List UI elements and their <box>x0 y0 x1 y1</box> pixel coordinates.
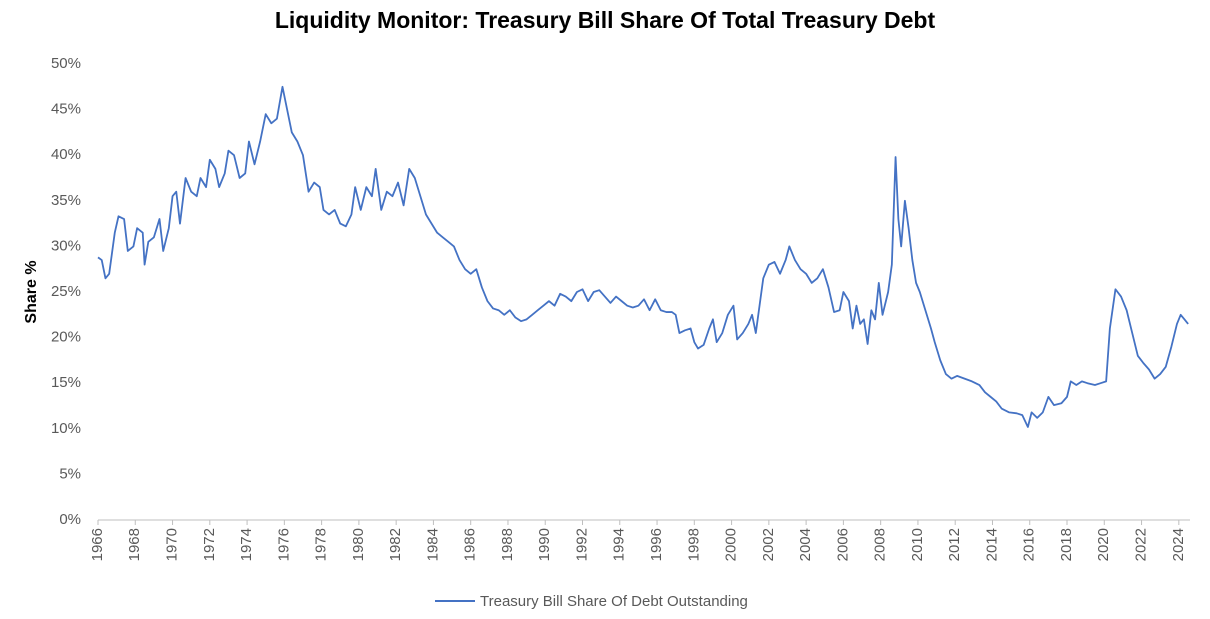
x-tick-label: 2000 <box>723 528 740 561</box>
x-tick-label: 2016 <box>1021 528 1038 561</box>
x-tick-label: 1968 <box>126 528 143 561</box>
y-tick-label: 45% <box>51 101 81 118</box>
x-tick-label: 2004 <box>797 528 814 561</box>
y-tick-label: 35% <box>51 192 81 209</box>
x-tick-label: 1990 <box>536 528 553 561</box>
x-tick-label: 2008 <box>872 528 889 561</box>
y-tick-label: 10% <box>51 420 81 437</box>
x-tick-label: 1992 <box>573 528 590 561</box>
x-tick-label: 2010 <box>909 528 926 561</box>
y-tick-label: 50% <box>51 55 81 72</box>
y-tick-label: 30% <box>51 237 81 254</box>
data-line <box>97 85 1189 428</box>
x-tick-label: 1984 <box>424 528 441 561</box>
x-tick-label: 2024 <box>1170 528 1187 561</box>
x-tick-label: 1974 <box>238 528 255 561</box>
x-tick-label: 2022 <box>1133 528 1150 561</box>
y-tick-label: 25% <box>51 283 81 300</box>
x-tick-label: 1972 <box>201 528 218 561</box>
y-tick-label: 15% <box>51 374 81 391</box>
x-tick-label: 1980 <box>350 528 367 561</box>
x-tick-label: 2018 <box>1058 528 1075 561</box>
y-tick-label: 20% <box>51 329 81 346</box>
x-tick-label: 1982 <box>387 528 404 561</box>
x-tick-label: 1994 <box>611 528 628 561</box>
x-tick-label: 2020 <box>1095 528 1112 561</box>
x-tick-label: 1966 <box>89 528 106 561</box>
x-tick-label: 1978 <box>313 528 330 561</box>
x-tick-label: 1986 <box>462 528 479 561</box>
x-tick-label: 1970 <box>164 528 181 561</box>
y-tick-label: 0% <box>59 511 81 528</box>
y-tick-label: 5% <box>59 465 81 482</box>
legend-label: Treasury Bill Share Of Debt Outstanding <box>480 593 748 610</box>
x-tick-label: 2002 <box>760 528 777 561</box>
x-tick-label: 2014 <box>983 528 1000 561</box>
chart-title: Liquidity Monitor: Treasury Bill Share O… <box>275 7 936 33</box>
x-tick-label: 1996 <box>648 528 665 561</box>
x-tick-label: 2006 <box>834 528 851 561</box>
y-axis-label: Share % <box>23 260 40 323</box>
y-tick-label: 40% <box>51 146 81 163</box>
x-tick-label: 1976 <box>275 528 292 561</box>
x-tick-label: 1988 <box>499 528 516 561</box>
x-tick-label: 1998 <box>685 528 702 561</box>
x-tick-label: 2012 <box>946 528 963 561</box>
